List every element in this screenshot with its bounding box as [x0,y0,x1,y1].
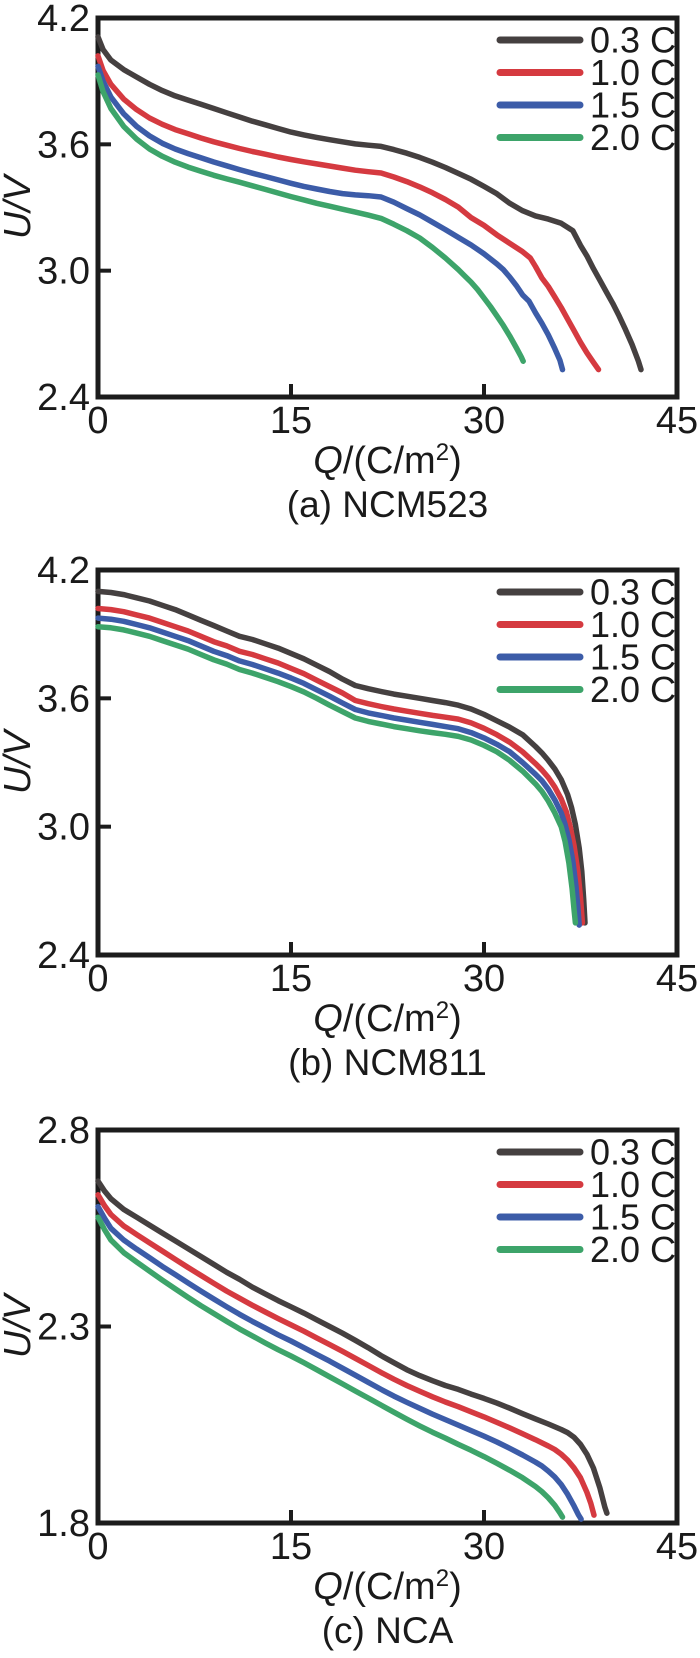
legend-label-1.5C: 1.5 C [590,637,676,678]
y-axis-label: U/V [0,172,39,239]
x-tick-label: 0 [87,958,108,1000]
curve-0.3C [95,34,644,373]
x-tick-label: 15 [270,958,312,1000]
y-tick-label: 3.0 [37,807,90,849]
y-tick-label: 2.4 [37,377,90,419]
x-tick-label: 30 [463,400,505,442]
chart-caption: (c) NCA [322,1610,454,1651]
curve-1.0C [95,1192,597,1518]
legend-label-1.5C: 1.5 C [590,85,676,126]
y-tick-label: 4.2 [37,0,90,40]
y-tick-label: 3.6 [37,678,90,720]
y-tick-label: 3.0 [37,251,90,293]
x-axis-label: Q/(C/m2) [313,997,461,1040]
x-tick-label: 30 [463,1526,505,1568]
chart-b: 0 15 30 45 2.4 3.0 3.6 4.2 U/V Q/(C/m2)(b) NCM811… [0,550,698,1083]
x-axis-label: Q/(C/m2) [313,1565,461,1608]
chart-caption: (b) NCM811 [288,1042,487,1083]
curve-1.0C [95,53,602,373]
curve-0.3C [95,588,588,926]
legend-label-2.0C: 2.0 C [590,669,676,710]
y-tick-label: 4.2 [37,550,90,592]
chart-caption: (a) NCM523 [287,484,489,525]
curve-1.0C [95,605,586,926]
curve-2.0C [95,72,526,364]
chart-a: 0 15 30 45 2.4 3.0 3.6 4.2 U/V Q/(C/m2)(a) NCM523… [0,0,698,525]
curve-1.5C [95,1203,584,1522]
x-axis-label: Q/(C/m2) [313,439,461,482]
legend-label-0.3C: 0.3 C [590,20,676,61]
y-tick-label: 2.3 [37,1307,90,1349]
y-tick-label: 1.8 [37,1503,90,1545]
legend-label-0.3C: 0.3 C [590,1132,676,1173]
x-tick-label: 15 [270,1526,312,1568]
x-tick-label: 30 [463,958,505,1000]
y-tick-label: 3.6 [37,124,90,166]
legend-label-2.0C: 2.0 C [590,117,676,158]
curve-1.5C [95,63,566,373]
legend-label-0.3C: 0.3 C [590,572,676,613]
legend-label-1.0C: 1.0 C [590,604,676,645]
x-tick-label: 0 [87,1526,108,1568]
x-tick-label: 0 [87,400,108,442]
plot-border [95,567,680,958]
legend-label-1.0C: 1.0 C [590,52,676,93]
x-tick-label: 15 [270,400,312,442]
curve-0.3C [95,1178,610,1516]
curve-2.0C [95,623,579,926]
plot-border [95,15,680,400]
legend-label-1.5C: 1.5 C [590,1197,676,1238]
legend-label-1.0C: 1.0 C [590,1164,676,1205]
legend-label-2.0C: 2.0 C [590,1229,676,1270]
x-tick-label: 45 [656,1526,698,1568]
y-axis-label: U/V [0,1291,39,1358]
y-tick-label: 2.4 [37,935,90,977]
curve-1.5C [95,615,582,928]
x-tick-label: 45 [656,400,698,442]
y-axis-label: U/V [0,727,39,794]
y-tick-label: 2.8 [37,1110,90,1152]
curve-2.0C [95,1214,566,1520]
x-tick-label: 45 [656,958,698,1000]
